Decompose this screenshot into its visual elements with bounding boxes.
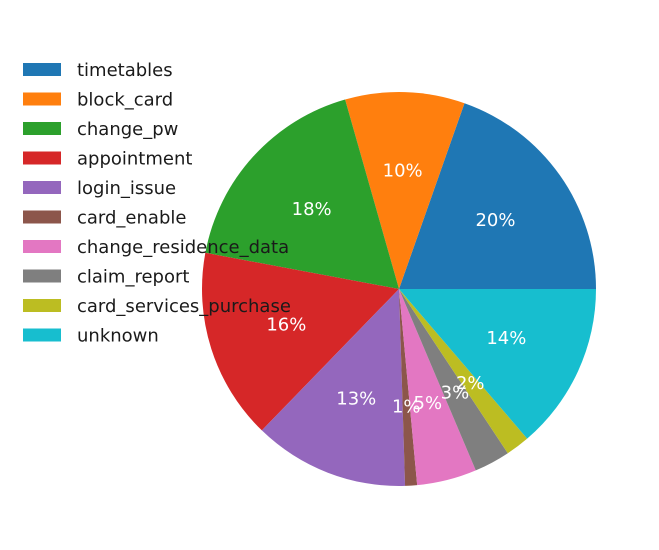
legend-item: card_enable xyxy=(23,208,186,229)
pie-percent-label: 14% xyxy=(486,328,526,349)
pie-slices xyxy=(201,91,596,486)
pie-percent-label: 16% xyxy=(266,314,306,335)
pie-percent-label: 5% xyxy=(414,393,443,414)
legend-item: claim_report xyxy=(23,267,189,288)
legend-label: change_pw xyxy=(77,119,178,140)
legend-label: card_services_purchase xyxy=(77,296,291,317)
pie-percent-labels: 20% 10% 18% 16% 13% 1%5%3%2% 14% xyxy=(266,160,526,417)
legend-swatch xyxy=(23,269,61,283)
legend-item: block_card xyxy=(23,90,173,111)
pie-slice-card-services-purchase xyxy=(399,289,528,454)
legend-label: block_card xyxy=(77,90,173,111)
legend-label: unknown xyxy=(77,326,159,347)
legend-swatch xyxy=(23,240,61,253)
legend-item: change_residence_data xyxy=(23,237,289,258)
legend-item: change_pw xyxy=(23,119,178,140)
pie-slice-appointment xyxy=(201,252,399,431)
pie-percent-label: 2% xyxy=(456,373,485,394)
pie-slice-card-enable xyxy=(399,289,418,486)
legend-swatch xyxy=(23,210,61,224)
pie-slice-change-residence-data xyxy=(399,289,476,486)
pie-slice-claim-report xyxy=(399,289,508,471)
legend-label: claim_report xyxy=(77,267,189,288)
legend-item: card_services_purchase xyxy=(23,296,291,317)
pie-slice-unknown xyxy=(399,289,596,439)
legend-label: change_residence_data xyxy=(77,237,289,258)
pie-slice-login-issue xyxy=(261,289,406,486)
legend: timetables block_card change_pw appointment… xyxy=(23,60,291,347)
pie-percent-label: 1% xyxy=(392,396,421,417)
legend-item: unknown xyxy=(23,326,159,347)
pie-slice-block-card xyxy=(345,91,465,289)
legend-item: timetables xyxy=(23,60,173,81)
pie-percent-label: 3% xyxy=(441,383,470,404)
legend-swatch xyxy=(23,63,61,76)
legend-item: appointment xyxy=(23,149,192,170)
pie-percent-label: 13% xyxy=(336,389,376,410)
legend-swatch xyxy=(23,328,61,342)
legend-swatch xyxy=(23,299,61,312)
legend-label: login_issue xyxy=(77,178,176,199)
legend-label: card_enable xyxy=(77,208,186,229)
legend-swatch xyxy=(23,181,61,194)
legend-swatch xyxy=(23,151,61,165)
legend-label: appointment xyxy=(77,149,192,170)
pie-percent-label: 10% xyxy=(383,160,423,181)
pie-slice-timetables xyxy=(399,103,596,289)
pie-percent-label: 18% xyxy=(292,199,332,220)
legend-swatch xyxy=(23,122,61,135)
legend-item: login_issue xyxy=(23,178,176,199)
pie-slice-change-pw xyxy=(205,99,399,289)
legend-label: timetables xyxy=(77,60,173,81)
pie-percent-label: 20% xyxy=(475,210,515,231)
legend-swatch xyxy=(23,92,61,106)
